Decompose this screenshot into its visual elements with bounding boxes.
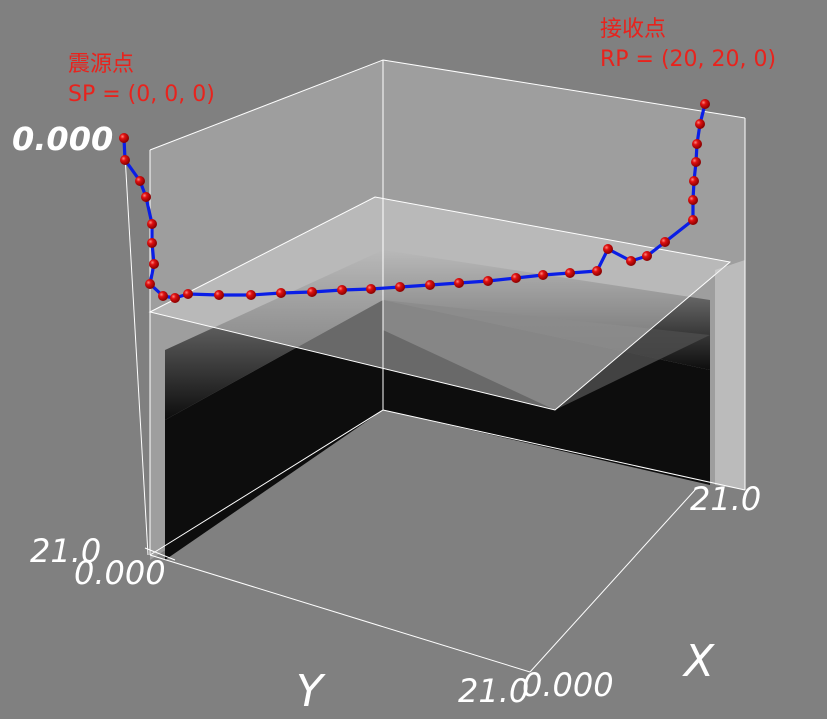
ray-node — [141, 192, 151, 202]
ray-node — [688, 215, 698, 225]
x-tick-end: 21.0 — [690, 480, 761, 518]
ray-node — [307, 287, 317, 297]
ray-node — [425, 280, 435, 290]
ray-node — [692, 139, 702, 149]
ray-node — [688, 195, 698, 205]
lower-layer-left — [165, 300, 383, 560]
x-axis-label: X — [682, 636, 715, 687]
x-tick-origin: 0.000 — [522, 666, 614, 704]
ray-node — [214, 290, 224, 300]
z-tick-bottom: 21.0 — [30, 532, 101, 570]
ray-node — [565, 268, 575, 278]
source-coords: SP = (0, 0, 0) — [68, 82, 215, 107]
ray-node — [119, 133, 129, 143]
ray-node — [691, 157, 701, 167]
ray-node — [695, 119, 705, 129]
y-tick-origin: 0.000 — [74, 554, 166, 592]
ray-node — [246, 290, 256, 300]
ray-node — [366, 284, 376, 294]
y-axis-label: Y — [296, 666, 326, 717]
receiver-coords: RP = (20, 20, 0) — [600, 47, 777, 72]
ray-node — [538, 270, 548, 280]
ray-node — [149, 259, 159, 269]
ray-node — [120, 155, 130, 165]
ray-node — [147, 219, 157, 229]
receiver-point-label: 接收点 RP = (20, 20, 0) — [600, 15, 776, 75]
ray-node — [689, 176, 699, 186]
y-tick-end: 21.0 — [458, 672, 529, 710]
reflector-plane — [148, 196, 732, 411]
reflector-inner — [383, 300, 710, 410]
ray-node — [170, 293, 180, 303]
ray-node — [603, 244, 613, 254]
ray-node — [454, 278, 464, 288]
ray-node — [276, 288, 286, 298]
ray-node — [145, 279, 155, 289]
ray-node — [642, 251, 652, 261]
source-title: 震源点 — [68, 52, 135, 77]
ray-node — [147, 238, 157, 248]
ray-node — [700, 99, 710, 109]
ray-path-nodes — [119, 99, 710, 303]
ray-node — [183, 289, 193, 299]
z-tick-top: 0.000 — [12, 120, 113, 158]
ray-node — [660, 237, 670, 247]
ray-node — [626, 256, 636, 266]
ray-node — [483, 276, 493, 286]
ray-node — [337, 285, 347, 295]
ray-node — [135, 176, 145, 186]
ray-node — [395, 282, 405, 292]
ray-node — [511, 273, 521, 283]
ray-node — [592, 266, 602, 276]
source-point-label: 震源点 SP = (0, 0, 0) — [68, 50, 215, 110]
box-frame — [124, 59, 746, 556]
ground-axes — [144, 489, 696, 673]
receiver-title: 接收点 — [600, 17, 667, 42]
ray-node — [158, 291, 168, 301]
right-wall-bright — [715, 260, 745, 490]
